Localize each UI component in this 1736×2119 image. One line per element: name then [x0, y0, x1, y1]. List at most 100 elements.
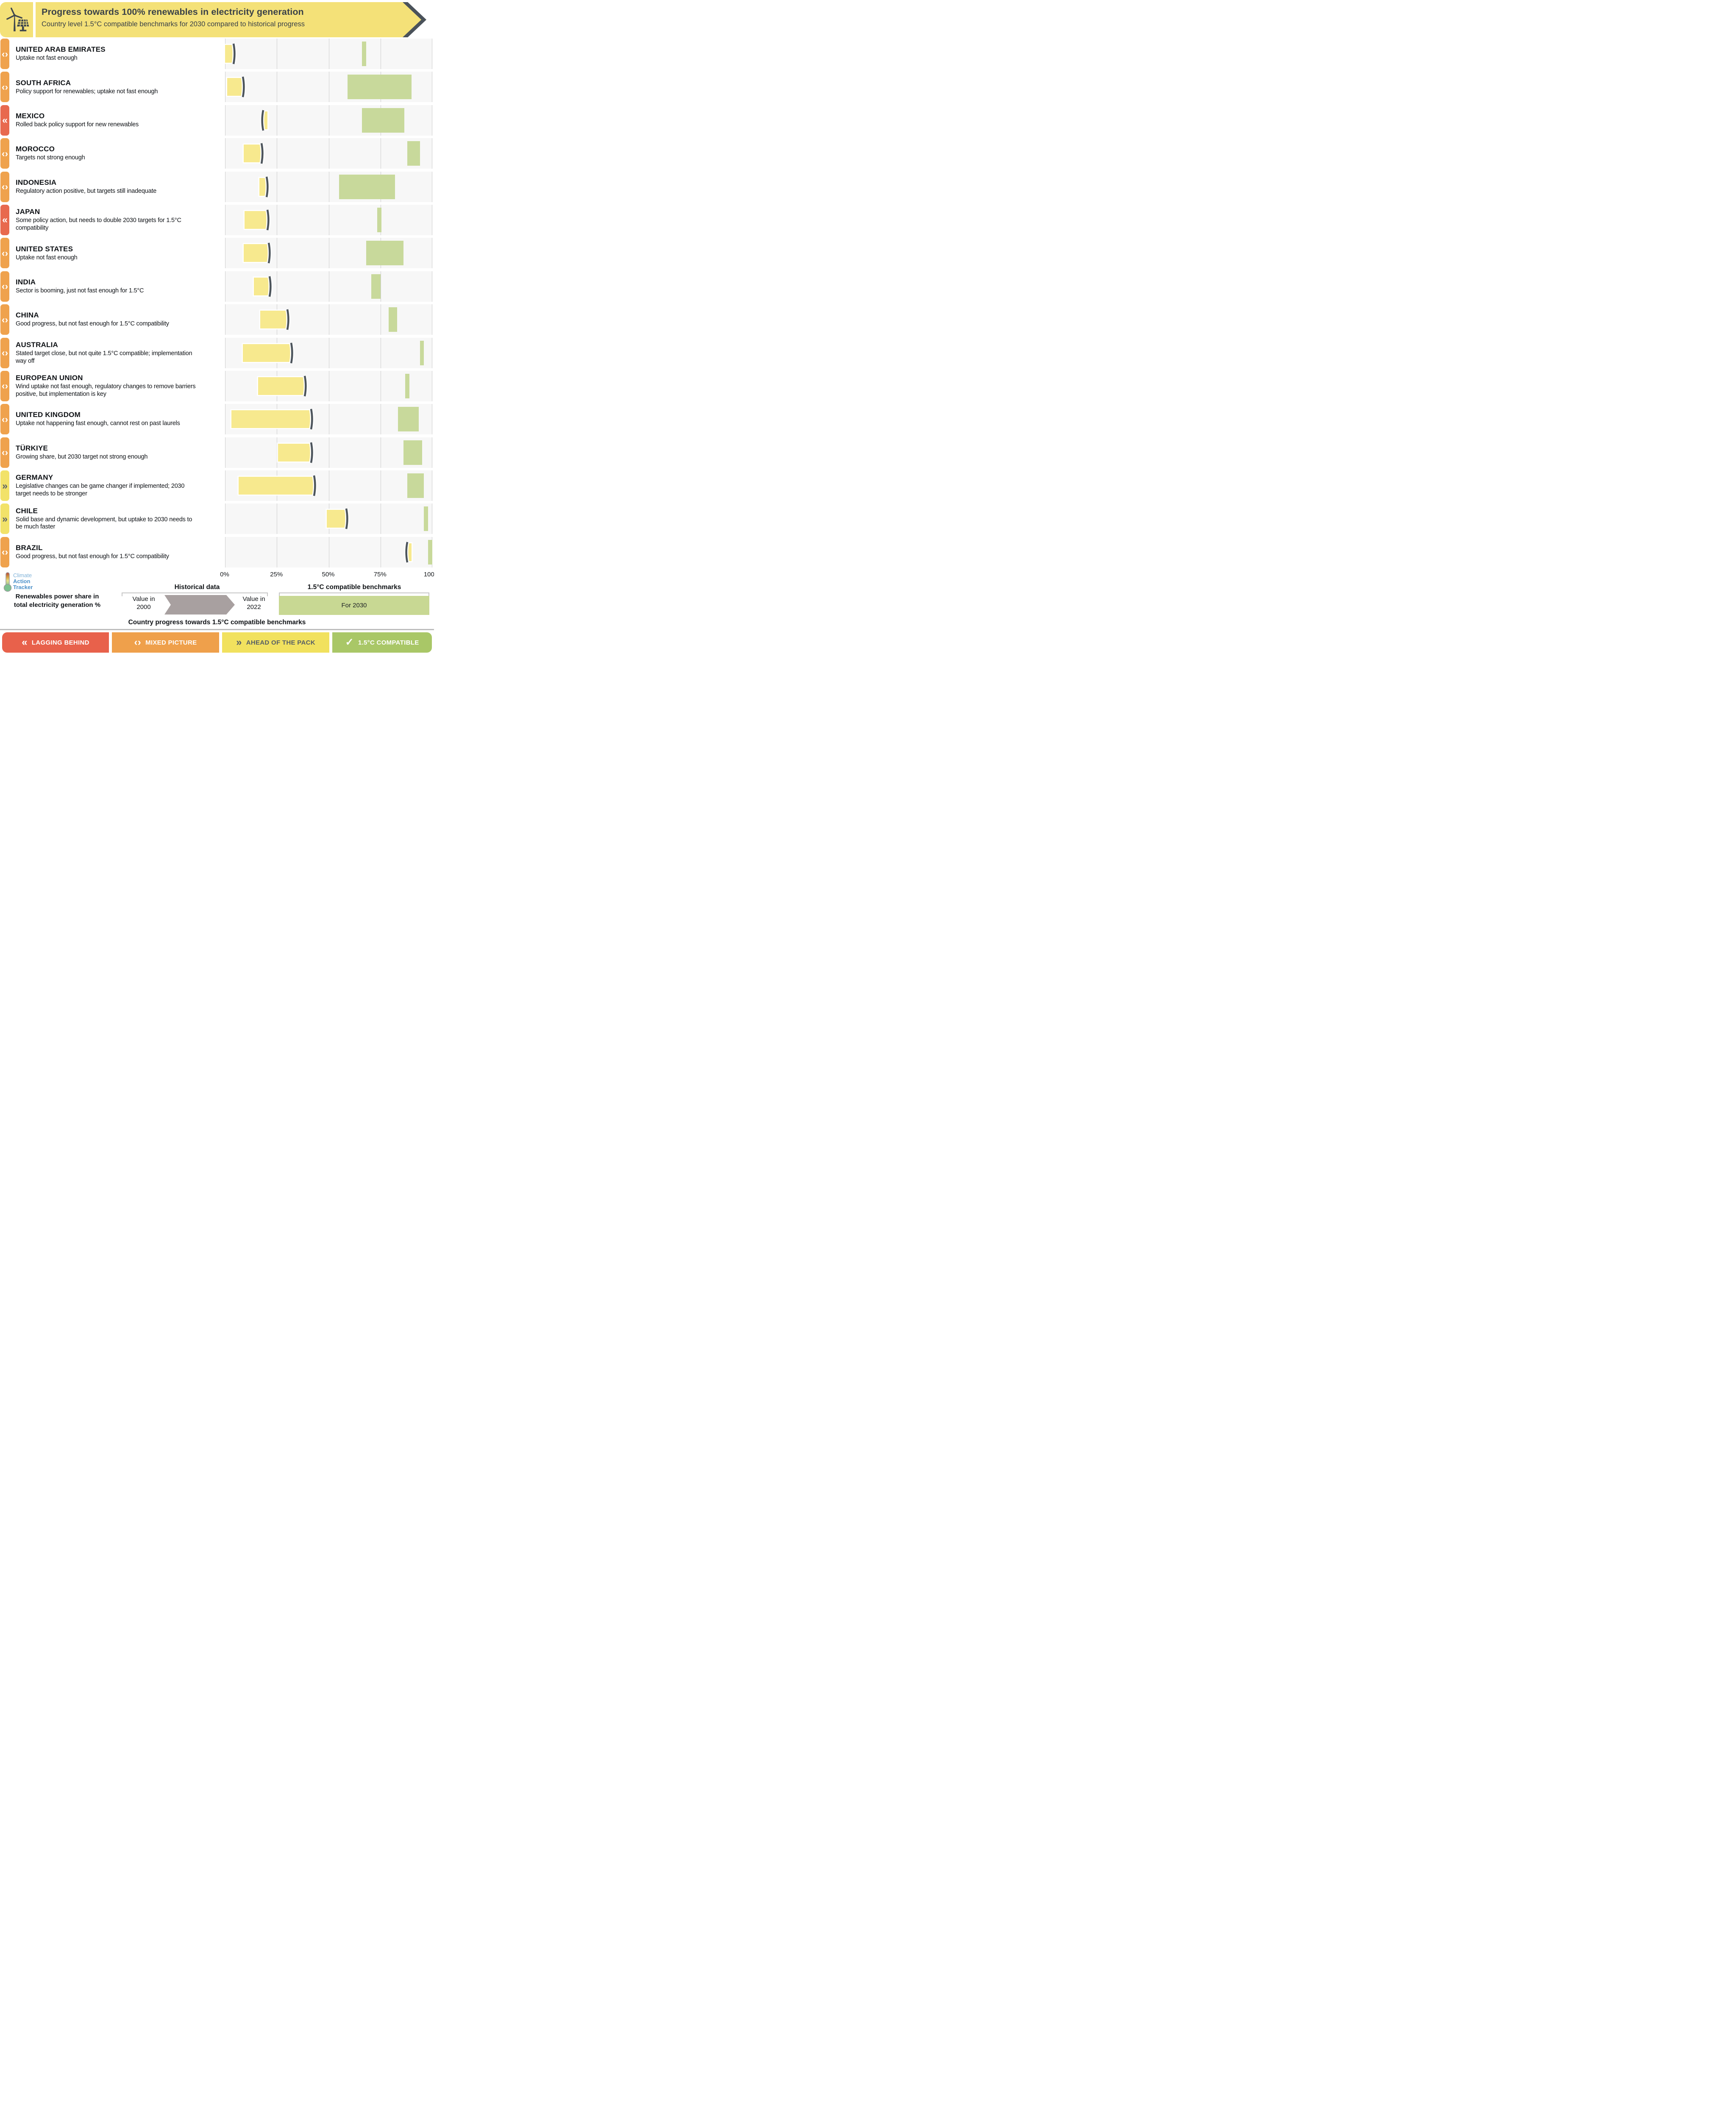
historical-bar [225, 45, 234, 63]
country-text-block: UNITED STATES Uptake not fast enough [9, 238, 225, 268]
pill-label: LAGGING BEHIND [31, 639, 89, 646]
country-row-united-arab-emirates: ‹› UNITED ARAB EMIRATES Uptake not fast … [0, 39, 434, 69]
benchmark-bar-2030 [420, 340, 424, 365]
benchmark-bar-2030 [389, 307, 397, 332]
x-axis-tick-0: 0% [220, 571, 229, 578]
pill-label: 1.5°C COMPATIBLE [358, 639, 419, 646]
benchmark-legend-bracket [279, 592, 429, 596]
chart-cell [225, 370, 432, 401]
historical-bar [263, 111, 268, 129]
historical-bar [244, 244, 269, 262]
category-tab-mixed: ‹› [0, 238, 9, 269]
category-icon: ‹› [1, 181, 8, 192]
category-icon: » [2, 513, 8, 524]
axis-caption: Renewables power share in total electric… [0, 592, 114, 609]
chart-cell [225, 171, 432, 202]
country-text-block: CHILE Solid base and dynamic development… [9, 503, 225, 534]
value-2022-marker [404, 541, 409, 563]
category-icon: » [2, 480, 8, 491]
country-text-block: UNITED KINGDOM Uptake not happening fast… [9, 404, 225, 434]
category-tab-mixed: ‹› [0, 304, 9, 335]
country-text-block: SOUTH AFRICA Policy support for renewabl… [9, 72, 225, 102]
benchmark-bar-2030 [428, 539, 432, 565]
country-row-morocco: ‹› MOROCCO Targets not strong enough [0, 138, 434, 169]
check-icon: ✓ [345, 637, 354, 648]
country-text-block: TÜRKIYE Growing share, but 2030 target n… [9, 437, 225, 468]
historical-legend-bracket [122, 592, 268, 596]
value-2022-marker [312, 475, 317, 497]
category-icon: ‹› [1, 447, 8, 458]
benchmark-bar-2030 [424, 506, 428, 531]
country-note: Regulatory action positive, but targets … [16, 187, 157, 195]
country-note: Growing share, but 2030 target not stron… [16, 453, 148, 460]
country-name: MOROCCO [16, 145, 55, 153]
chart-cell [225, 238, 432, 269]
x-axis-tick-100: 100% [423, 571, 434, 578]
country-text-block: INDONESIA Regulatory action positive, bu… [9, 172, 225, 202]
country-row-united-states: ‹› UNITED STATES Uptake not fast enough [0, 238, 434, 269]
benchmark-bar-2030 [371, 274, 381, 299]
historical-bar [231, 410, 311, 428]
chart-cell [225, 271, 432, 302]
x-axis-tick-50: 50% [322, 571, 335, 578]
header-banner: Progress towards 100% renewables in elec… [0, 2, 426, 37]
value-2022-marker [309, 442, 314, 463]
country-row-germany: » GERMANY Legislative changes can be gam… [0, 470, 434, 501]
country-name: EUROPEAN UNION [16, 374, 83, 382]
category-tab-mixed: ‹› [0, 171, 9, 202]
country-text-block: BRAZIL Good progress, but not fast enoug… [9, 537, 225, 567]
category-icon: ‹› [1, 413, 8, 425]
historical-bar [326, 510, 347, 528]
category-tab-ahead: » [0, 470, 9, 501]
country-row-mexico: « MEXICO Rolled back policy support for … [0, 105, 434, 136]
country-rows: ‹› UNITED ARAB EMIRATES Uptake not fast … [0, 39, 434, 570]
category-tab-mixed: ‹› [0, 72, 9, 103]
benchmark-bar-2030 [407, 473, 424, 498]
header-title-band: Progress towards 100% renewables in elec… [36, 2, 426, 37]
page-title: Progress towards 100% renewables in elec… [42, 7, 304, 17]
category-icon: ‹› [1, 546, 8, 558]
value-2022-marker [344, 508, 350, 530]
category-tab-mixed: ‹› [0, 437, 9, 468]
country-row-japan: « JAPAN Some policy action, but needs to… [0, 204, 434, 235]
historical-bar [244, 145, 262, 163]
benchmark-legend-title: 1.5°C compatible benchmarks [307, 584, 401, 591]
chart-cell [225, 39, 432, 69]
double-chevron-left-icon: « [22, 637, 28, 648]
category-icon: ‹› [1, 380, 8, 392]
pill-lagging-behind: « LAGGING BEHIND [2, 632, 109, 653]
category-tab-mixed: ‹› [0, 39, 9, 69]
country-name: MEXICO [16, 111, 45, 120]
historical-data-legend-title: Historical data [174, 584, 220, 591]
historical-bar [258, 377, 305, 395]
country-name: UNITED STATES [16, 245, 73, 253]
country-text-block: MOROCCO Targets not strong enough [9, 138, 225, 169]
country-note: Targets not strong enough [16, 154, 85, 161]
pill-label: AHEAD OF THE PACK [246, 639, 315, 646]
category-tab-ahead: » [0, 503, 9, 534]
country-note: Wind uptake not fast enough, regulatory … [16, 383, 196, 398]
chart-cell [225, 437, 432, 468]
logo-line-action: Action [13, 578, 31, 584]
chart-cell [225, 304, 432, 335]
value-2022-marker [259, 143, 264, 164]
benchmark-bar-2030 [398, 407, 419, 432]
country-note: Policy support for renewables; uptake no… [16, 88, 158, 95]
category-tab-mixed: ‹› [0, 138, 9, 169]
wind-turbine-solar-panel-icon [0, 2, 33, 37]
for-2030-box: For 2030 [279, 596, 429, 615]
historical-bar [278, 443, 311, 462]
pill-mixed-picture: ‹› MIXED PICTURE [112, 632, 219, 653]
logo-line-climate: Climate [13, 572, 32, 578]
country-note: Legislative changes can be game changer … [16, 483, 185, 498]
x-axis-tick-75: 75% [373, 571, 387, 578]
historical-bar [260, 311, 287, 329]
country-note: Uptake not happening fast enough, cannot… [16, 420, 180, 427]
axis-caption-line1: Renewables power share in [15, 593, 99, 600]
value-2000-label: Value in 2000 [132, 595, 155, 611]
pill-ahead-of-the-pack: » AHEAD OF THE PACK [222, 632, 329, 653]
category-tab-lagging: « [0, 204, 9, 235]
benchmark-bar-2030 [339, 174, 395, 199]
country-text-block: AUSTRALIA Stated target close, but not q… [9, 338, 225, 368]
renewables-icon-graphic [6, 7, 29, 31]
